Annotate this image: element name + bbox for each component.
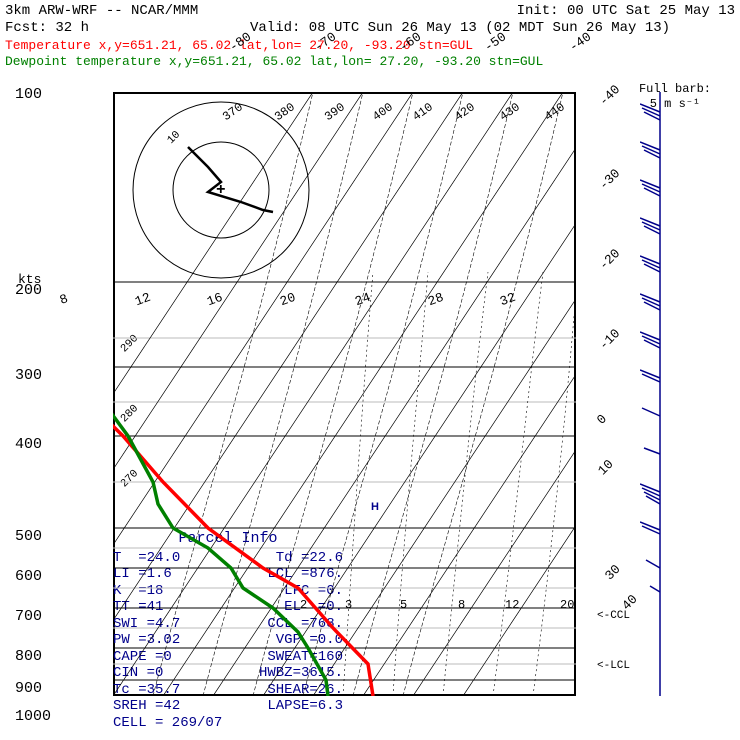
parcel-row-8: Tc = 35.7 SHEAR= 26. [113,682,343,699]
right-temp-tick-neg40: -40 [596,82,623,109]
pressure-tick-600: 600 [15,568,42,585]
parcel-row-9: SREH = 42 LAPSE= 6.3 [113,698,343,715]
lcl-marker-label: <-LCL [597,660,630,672]
mixing-ratio-12: 12 [505,598,519,612]
kts-scale-label: kts [18,272,41,287]
pressure-tick-1000: 1000 [15,708,51,725]
parcel-row-10: CELL = 269/07 [113,715,343,732]
parcel-row-6: CAPE = 0 SWEAT= 160 [113,649,343,666]
fcst-label: Fcst: 32 h [5,20,89,36]
mixing-ratio-5: 5 [400,598,407,612]
kts-tick-8: 8 [58,291,70,308]
pressure-tick-300: 300 [15,367,42,384]
model-label: 3km ARW-WRF -- NCAR/MMM [5,3,198,19]
parcel-row-4: SWI = 4.7 CCL = 768. [113,616,343,633]
parcel-info-panel: Parcel Info T = 24.0 Td = 22.6 LI = 1.6 LCL… [113,530,343,731]
right-temp-tick-0: 0 [594,411,610,427]
valid-label: Valid: 08 UTC Sun 26 May 13 (02 MDT Sun … [250,20,670,36]
mixing-ratio-8: 8 [458,598,465,612]
parcel-row-1: LI = 1.6 LCL = 876. [113,566,343,583]
parcel-row-3: TT = 41 EL = 0. [113,599,343,616]
wind-barb-column [640,92,740,696]
parcel-info-title: Parcel Info [113,530,343,548]
parcel-row-7: CIN = 0 HWBZ= 3615. [113,665,343,682]
right-temp-tick-neg10: -10 [596,326,623,353]
right-temp-tick-neg20: -20 [596,246,623,273]
right-temp-tick-neg30: -30 [596,166,623,193]
pressure-tick-900: 900 [15,680,42,697]
parcel-row-5: PW = 3.02 VGP = 0.0 [113,632,343,649]
right-temp-tick-30: 30 [602,562,624,584]
h-marker-label: H [371,501,379,513]
init-label: Init: 00 UTC Sat 25 May 13 [517,3,735,19]
mixing-ratio-3: 3 [345,598,352,612]
pressure-tick-800: 800 [15,648,42,665]
pressure-tick-100: 100 [15,86,42,103]
pressure-tick-500: 500 [15,528,42,545]
pressure-tick-400: 400 [15,436,42,453]
pressure-tick-700: 700 [15,608,42,625]
ccl-marker-label: <-CCL [597,610,630,622]
mixing-ratio-20: 20 [560,598,574,612]
parcel-row-0: T = 24.0 Td = 22.6 [113,550,343,567]
dewpoint-legend-line: Dewpoint temperature x,y=651.21, 65.02 l… [5,54,543,69]
parcel-row-2: K = 18 LFC = 0. [113,583,343,600]
right-temp-tick-10: 10 [595,457,617,479]
skewt-diagram: 3km ARW-WRF -- NCAR/MMM Init: 00 UTC Sat… [0,0,740,740]
